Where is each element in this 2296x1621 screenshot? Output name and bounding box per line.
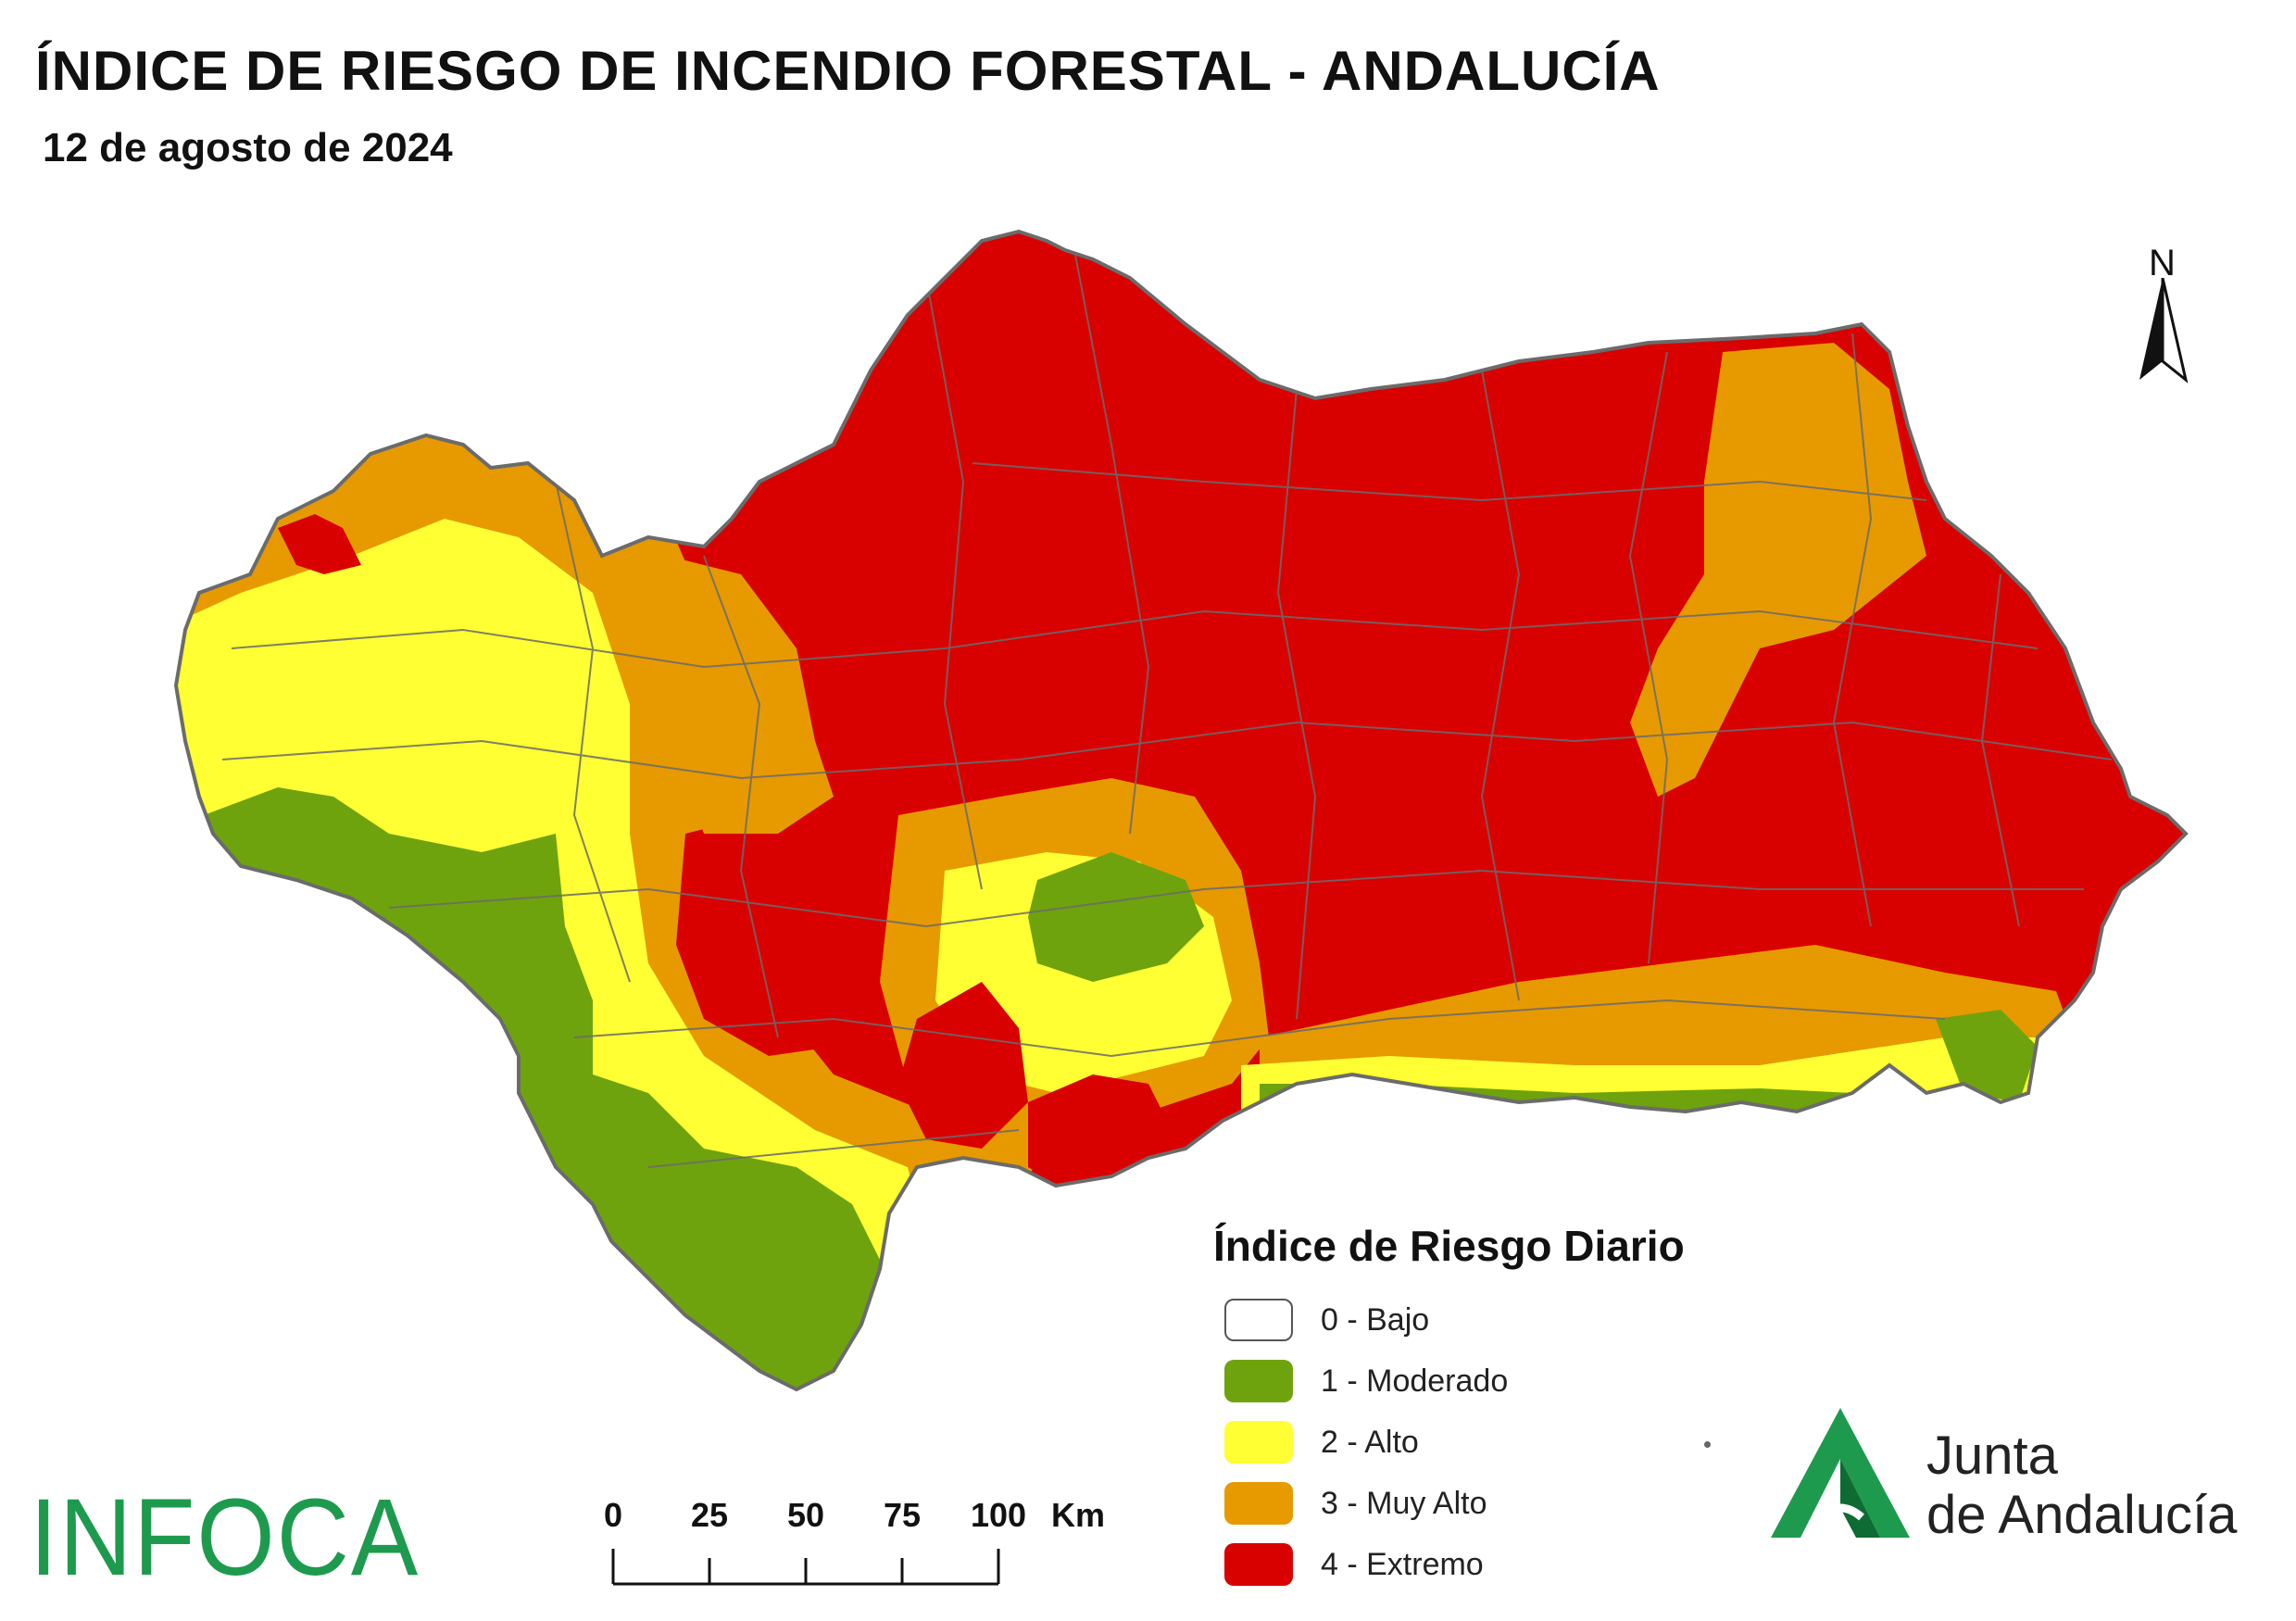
scale-line: [611, 1549, 1000, 1586]
map-title: ÍNDICE DE RIESGO DE INCENDIO FORESTAL - …: [35, 40, 1661, 102]
legend-label-extremo: 4 - Extremo: [1321, 1546, 1484, 1582]
scale-tick-100: 100: [971, 1496, 1026, 1534]
map-dot: [1704, 1441, 1711, 1448]
municipal-boundaries: [221, 249, 2113, 1168]
map-date: 12 de agosto de 2024: [43, 125, 453, 170]
junta-andalucia-logo-icon: [1771, 1408, 1910, 1538]
legend-label-moderado: 1 - Moderado: [1321, 1363, 1509, 1399]
legend-label-alto: 2 - Alto: [1321, 1424, 1419, 1460]
scale-tick-50: 50: [787, 1496, 824, 1534]
legend-swatch-alto: [1224, 1421, 1293, 1464]
risk-zones: [176, 232, 2186, 1389]
legend-item-alto: 2 - Alto: [1224, 1412, 1508, 1473]
scale-tick-75: 75: [884, 1496, 921, 1534]
legend-item-bajo: 0 - Bajo: [1224, 1289, 1508, 1351]
legend-label-muy-alto: 3 - Muy Alto: [1321, 1485, 1487, 1521]
scale-tick-0: 0: [604, 1496, 622, 1534]
scale-bar: 0 25 50 75 100 Km: [604, 1496, 1105, 1586]
scale-tick-25: 25: [691, 1496, 728, 1534]
legend-swatch-muy-alto: [1224, 1482, 1293, 1525]
legend-item-extremo: 4 - Extremo: [1224, 1534, 1508, 1595]
andalucia-outline: [173, 229, 2189, 1392]
legend: 0 - Bajo 1 - Moderado 2 - Alto 3 - Muy A…: [1224, 1289, 1508, 1595]
legend-label-bajo: 0 - Bajo: [1321, 1301, 1430, 1338]
north-arrow-icon: [2139, 278, 2189, 383]
junta-andalucia-text: Junta de Andalucía: [1926, 1426, 2237, 1545]
junta-line-1: Junta: [1926, 1426, 2058, 1486]
legend-swatch-extremo: [1224, 1543, 1293, 1586]
legend-item-muy-alto: 3 - Muy Alto: [1224, 1473, 1508, 1534]
legend-title: Índice de Riesgo Diario: [1213, 1222, 1685, 1270]
legend-swatch-bajo: [1224, 1299, 1293, 1341]
legend-item-moderado: 1 - Moderado: [1224, 1351, 1508, 1412]
infoca-logo: INFOCA: [30, 1476, 420, 1599]
scale-unit: Km: [1051, 1496, 1105, 1534]
north-label: N: [2149, 243, 2176, 283]
junta-line-2: de Andalucía: [1926, 1485, 2238, 1545]
legend-swatch-moderado: [1224, 1360, 1293, 1402]
